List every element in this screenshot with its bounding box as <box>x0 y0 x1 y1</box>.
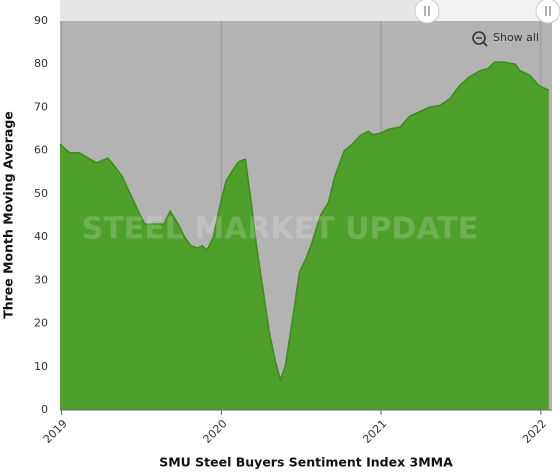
area-line <box>59 61 550 383</box>
x-tick-label: 2021 <box>360 417 389 446</box>
y-axis-title: Three Month Moving Average <box>1 111 16 319</box>
show-all-label[interactable]: Show all <box>493 31 539 44</box>
y-tick-label: 10 <box>34 360 48 373</box>
y-tick-label: 0 <box>41 403 48 416</box>
y-tick-label: 40 <box>34 230 48 243</box>
navigator-handle-left[interactable] <box>414 0 440 24</box>
y-tick-label: 70 <box>34 100 48 113</box>
y-tick-label: 20 <box>34 317 48 330</box>
x-tick-label: 2022 <box>520 417 549 446</box>
navigator-range[interactable] <box>427 0 548 21</box>
area-fill <box>60 62 549 410</box>
y-tick-label: 90 <box>34 14 48 27</box>
zoom-icon <box>472 31 486 45</box>
show-all-button[interactable]: Show all <box>472 31 539 47</box>
zoom-icon-handle <box>482 41 488 47</box>
watermark: STEEL MARKET UPDATE <box>82 212 479 247</box>
x-axis-title: SMU Steel Buyers Sentiment Index 3MMA <box>159 455 453 470</box>
x-tick-label: 2020 <box>201 417 230 446</box>
y-tick-label: 50 <box>34 187 48 200</box>
y-tick-label: 60 <box>34 144 48 157</box>
x-tick-label: 2019 <box>41 417 70 446</box>
navigator-handle-right[interactable] <box>535 0 560 24</box>
y-tick-label: 30 <box>34 273 48 286</box>
y-tick-label: 80 <box>34 57 48 70</box>
